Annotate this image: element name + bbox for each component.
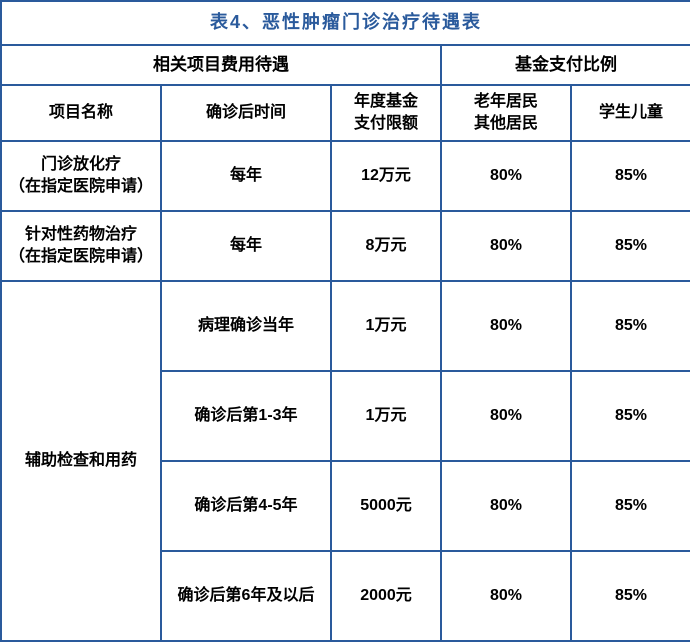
row-name: 针对性药物治疗 （在指定医院申请） [1, 211, 161, 281]
table-row: 辅助检查和用药 病理确诊当年 1万元 80% 85% [1, 281, 690, 371]
row-time: 确诊后第6年及以后 [161, 551, 331, 641]
row-limit: 12万元 [331, 141, 441, 211]
row-limit: 1万元 [331, 281, 441, 371]
row-time: 每年 [161, 141, 331, 211]
col-header-time: 确诊后时间 [161, 85, 331, 141]
col-header-elderly-l2: 其他居民 [474, 115, 538, 132]
row-name-l1: 针对性药物治疗 [25, 226, 137, 243]
row-student: 85% [571, 281, 690, 371]
row-limit: 2000元 [331, 551, 441, 641]
row-elderly: 80% [441, 281, 571, 371]
row-student: 85% [571, 371, 690, 461]
row-name-l2: （在指定医院申请） [9, 248, 153, 265]
group-header-left: 相关项目费用待遇 [1, 45, 441, 85]
col-header-elderly: 老年居民其他居民 [441, 85, 571, 141]
row-limit: 5000元 [331, 461, 441, 551]
treatment-table: 表4、恶性肿瘤门诊治疗待遇表 相关项目费用待遇 基金支付比例 项目名称 确诊后时… [0, 0, 690, 642]
row-elderly: 80% [441, 461, 571, 551]
row-name-l1: 门诊放化疗 [41, 156, 121, 173]
col-header-limit: 年度基金支付限额 [331, 85, 441, 141]
row-time: 确诊后第4-5年 [161, 461, 331, 551]
table-row: 针对性药物治疗 （在指定医院申请） 每年 8万元 80% 85% [1, 211, 690, 281]
row-limit: 8万元 [331, 211, 441, 281]
col-header-student: 学生儿童 [571, 85, 690, 141]
row-student: 85% [571, 461, 690, 551]
row-student: 85% [571, 211, 690, 281]
title-row: 表4、恶性肿瘤门诊治疗待遇表 [1, 1, 690, 45]
group-header-row: 相关项目费用待遇 基金支付比例 [1, 45, 690, 85]
row-student: 85% [571, 141, 690, 211]
col-header-elderly-l1: 老年居民 [474, 93, 538, 110]
row-elderly: 80% [441, 551, 571, 641]
row-time: 确诊后第1-3年 [161, 371, 331, 461]
col-header-limit-l1: 年度基金 [354, 93, 418, 110]
row-elderly: 80% [441, 211, 571, 281]
table-title: 表4、恶性肿瘤门诊治疗待遇表 [1, 1, 690, 45]
row-time: 每年 [161, 211, 331, 281]
row-elderly: 80% [441, 371, 571, 461]
table-container: 表4、恶性肿瘤门诊治疗待遇表 相关项目费用待遇 基金支付比例 项目名称 确诊后时… [0, 0, 690, 578]
row-elderly: 80% [441, 141, 571, 211]
col-header-name: 项目名称 [1, 85, 161, 141]
row-limit: 1万元 [331, 371, 441, 461]
row-student: 85% [571, 551, 690, 641]
row-time: 病理确诊当年 [161, 281, 331, 371]
row-name-l2: （在指定医院申请） [9, 178, 153, 195]
row-name: 门诊放化疗 （在指定医院申请） [1, 141, 161, 211]
col-header-limit-l2: 支付限额 [354, 115, 418, 132]
group-header-right: 基金支付比例 [441, 45, 690, 85]
sub-header-row: 项目名称 确诊后时间 年度基金支付限额 老年居民其他居民 学生儿童 [1, 85, 690, 141]
table-row: 门诊放化疗 （在指定医院申请） 每年 12万元 80% 85% [1, 141, 690, 211]
aux-name: 辅助检查和用药 [1, 281, 161, 641]
